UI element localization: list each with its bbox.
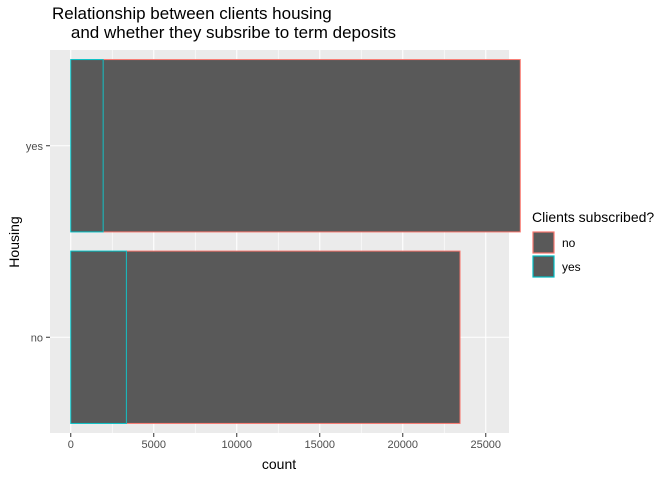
x-tick-label: 25000 <box>470 439 501 451</box>
legend-key-no <box>532 231 555 254</box>
legend: Clients subscribed? no yes <box>532 209 654 278</box>
y-tick-label: yes <box>26 141 44 153</box>
legend-label-no: no <box>562 236 576 250</box>
legend-label-yes: yes <box>562 260 581 274</box>
x-tick-label: 0 <box>68 439 74 451</box>
bar-yes-yes <box>70 59 104 233</box>
x-axis-title: count <box>262 456 296 472</box>
x-tick-label: 10000 <box>221 439 252 451</box>
legend-title: Clients subscribed? <box>532 209 654 225</box>
x-tick-label: 15000 <box>304 439 335 451</box>
x-tick-label: 5000 <box>142 439 166 451</box>
y-axis-title: Housing <box>6 216 22 267</box>
x-tick-label: 20000 <box>387 439 418 451</box>
legend-key-yes <box>532 255 555 278</box>
chart-title-line-1: Relationship between clients housing <box>52 4 332 23</box>
bar-no-yes <box>70 250 127 424</box>
bars <box>70 59 521 424</box>
x-axis: 0 5000 10000 15000 20000 25000 <box>68 433 501 451</box>
y-tick-label: no <box>31 332 43 344</box>
chart-title-line-2: and whether they subsribe to term deposi… <box>52 23 396 42</box>
y-axis: no yes <box>26 141 50 344</box>
bar-no-no <box>125 250 461 424</box>
bar-yes-no <box>102 59 521 233</box>
